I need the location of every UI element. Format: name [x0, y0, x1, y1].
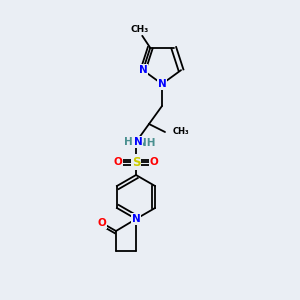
- Text: N: N: [158, 79, 166, 89]
- Text: S: S: [132, 155, 140, 169]
- Text: O: O: [98, 218, 106, 228]
- Text: N: N: [134, 137, 142, 147]
- Text: O: O: [150, 157, 158, 167]
- Text: O: O: [114, 157, 122, 167]
- Text: N: N: [132, 214, 140, 224]
- Text: NH: NH: [138, 138, 155, 148]
- Text: H: H: [124, 137, 132, 147]
- Text: CH₃: CH₃: [130, 25, 148, 34]
- Text: CH₃: CH₃: [173, 128, 190, 136]
- Text: N: N: [139, 65, 147, 75]
